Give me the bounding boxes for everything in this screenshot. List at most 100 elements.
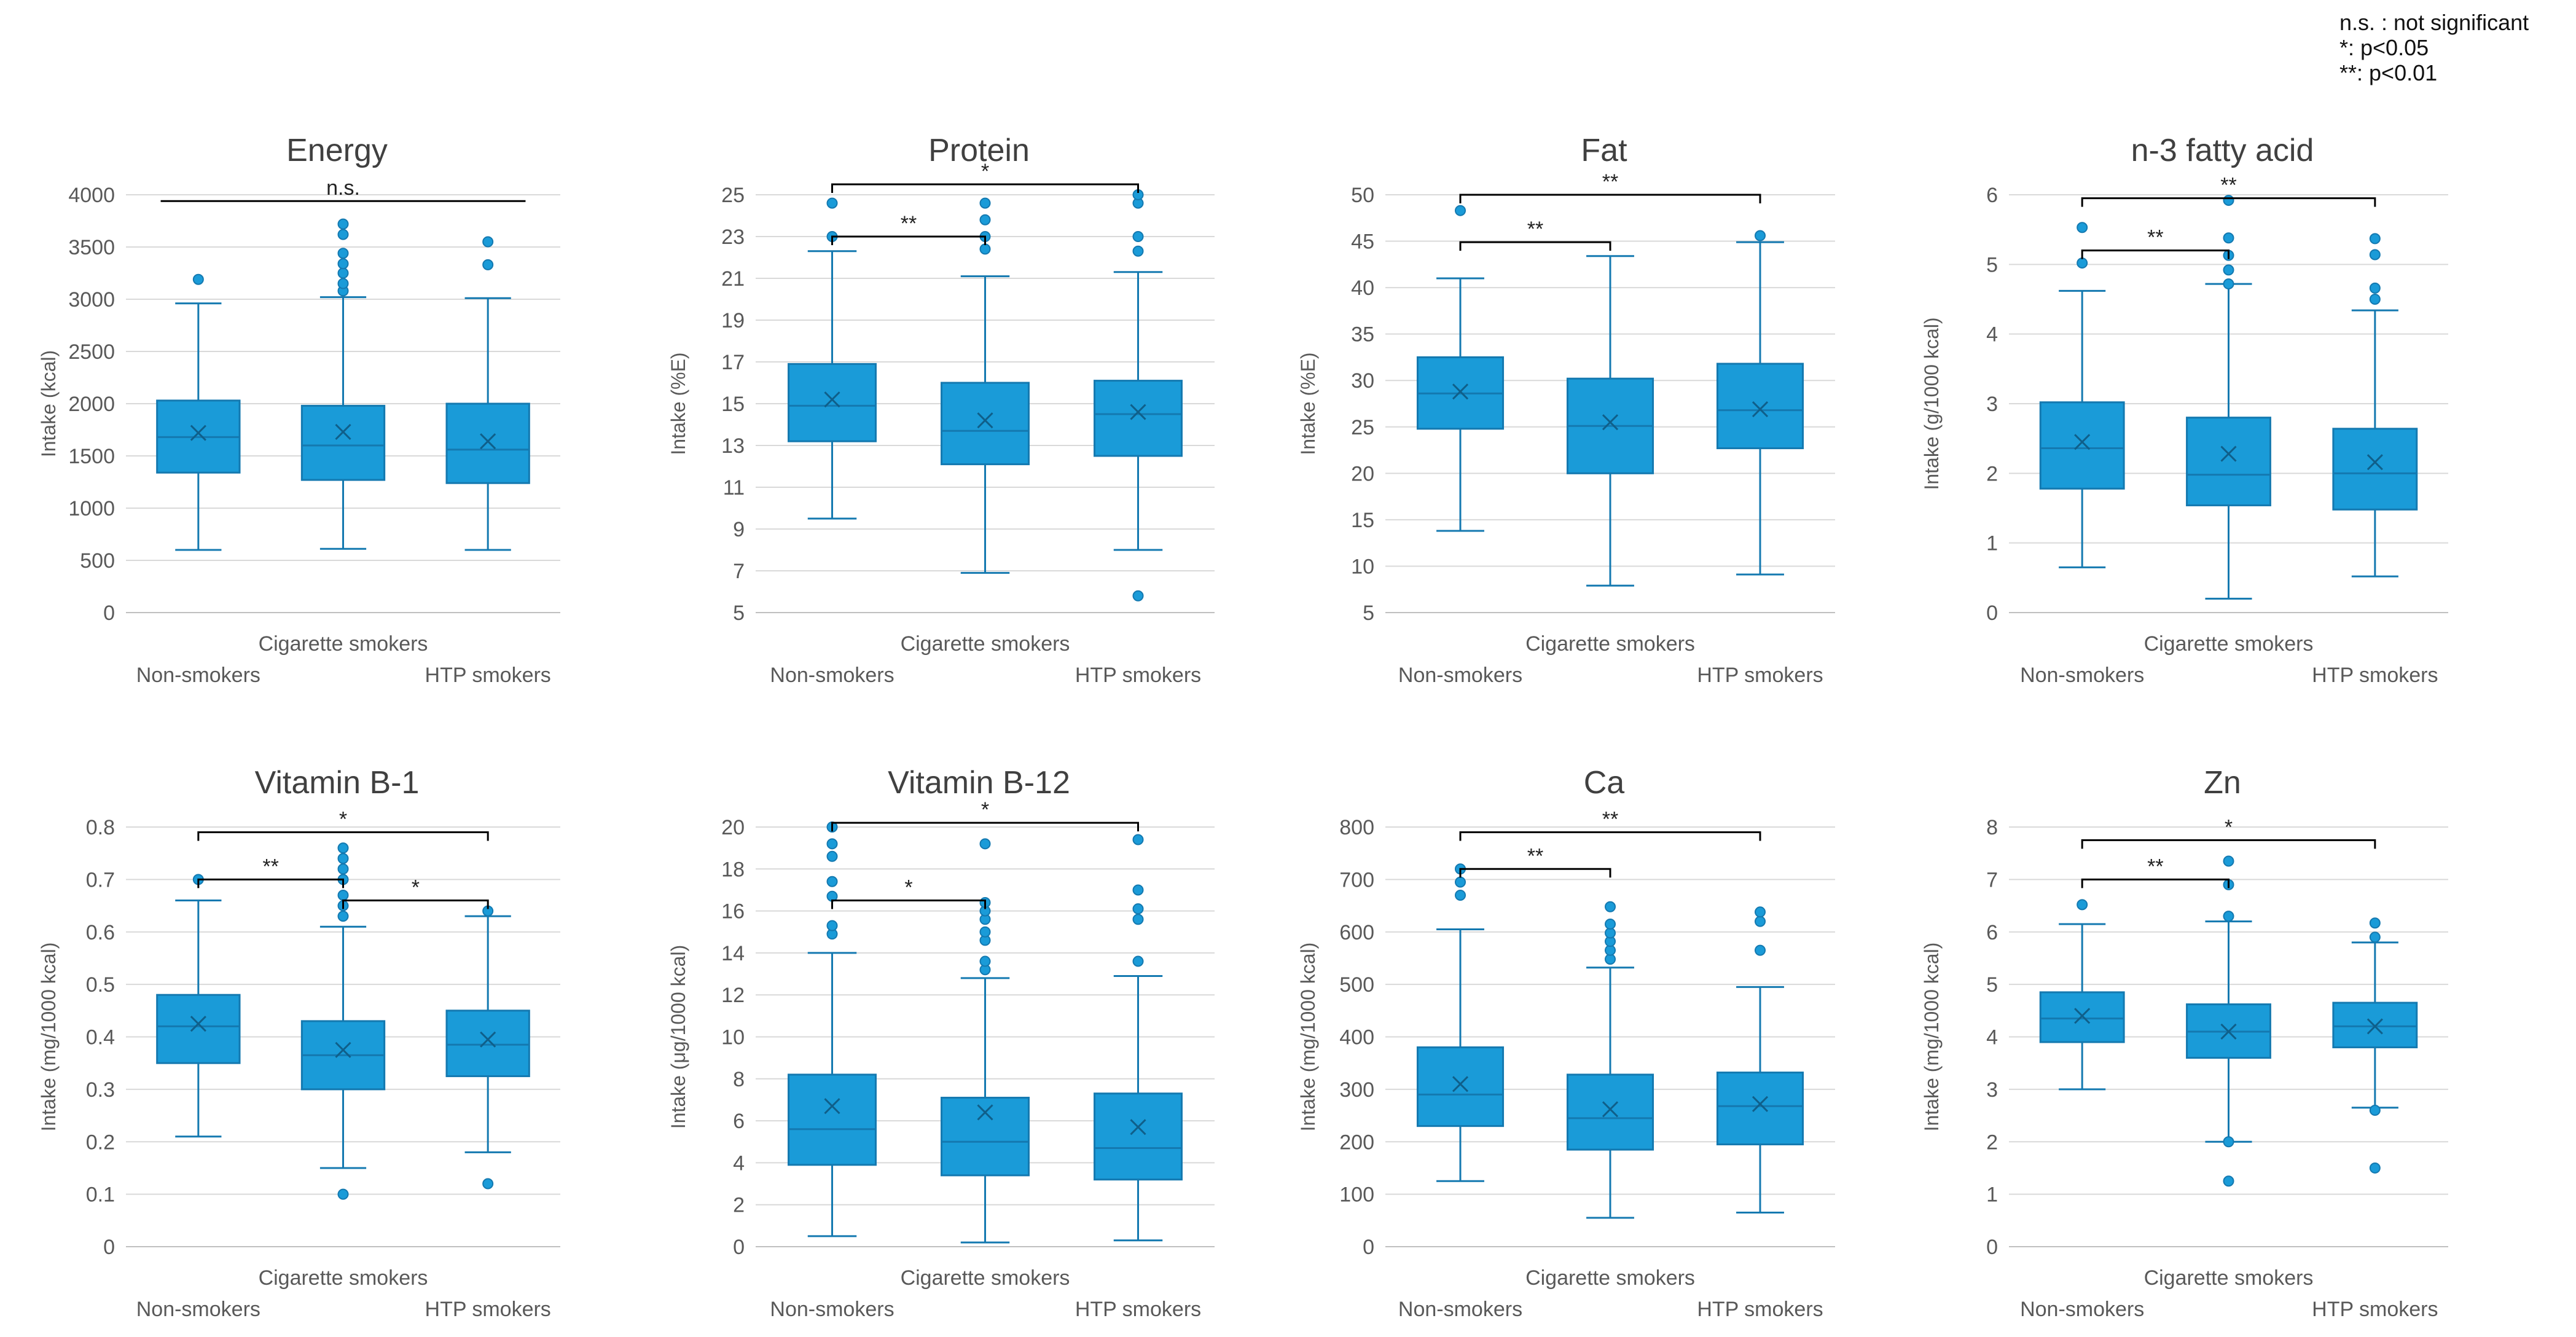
- outlier-point: [1755, 906, 1766, 918]
- x-category-label: Non-smokers: [1398, 1298, 1522, 1321]
- mean-marker: [2220, 445, 2237, 462]
- y-tick-label: 1000: [68, 497, 115, 520]
- y-tick-label: 0: [1363, 1236, 1374, 1259]
- significance-bracket: [2081, 249, 2230, 259]
- y-tick-label: 20: [1351, 462, 1374, 485]
- chart-panel-0: 0 500 1000 1500 2000 2500 3000 3500 4000 Energy In…: [37, 133, 560, 687]
- y-axis-label: Intake (%E): [667, 352, 689, 455]
- chart-title: Vitamin B-12: [888, 765, 1070, 801]
- mean-marker: [335, 423, 351, 440]
- chart-title: Protein: [928, 133, 1030, 168]
- outlier-point: [2223, 232, 2234, 244]
- y-tick-label: 0.3: [86, 1078, 115, 1102]
- x-category-label: HTP smokers: [2312, 1298, 2438, 1321]
- significance-label: **: [2220, 174, 2236, 197]
- box-iqr: [2332, 1002, 2418, 1049]
- mean-marker: [1130, 1119, 1146, 1135]
- significance-label: **: [1602, 170, 1618, 194]
- x-category-label: Cigarette smokers: [901, 632, 1070, 656]
- y-tick-label: 25: [721, 184, 745, 207]
- x-category-label: Non-smokers: [136, 664, 260, 687]
- box-iqr: [445, 1010, 530, 1078]
- box-iqr: [1094, 1092, 1183, 1181]
- mean-marker: [480, 433, 496, 450]
- y-tick-label: 7: [1986, 868, 1998, 892]
- significance-bracket: [2081, 839, 2376, 849]
- x-category-label: HTP smokers: [1697, 1298, 1823, 1321]
- significance-label: *: [981, 798, 989, 821]
- significance-bracket: [1459, 194, 1761, 203]
- y-tick-label: 0.5: [86, 973, 115, 997]
- outlier-point: [482, 1178, 494, 1190]
- outlier-point: [2223, 1175, 2234, 1187]
- significance-label: *: [904, 876, 912, 900]
- outlier-point: [2077, 257, 2088, 269]
- y-tick-label: 5: [1986, 973, 1998, 997]
- y-tick-label: 15: [721, 393, 745, 416]
- y-tick-label: 6: [1986, 184, 1998, 207]
- mean-marker: [1452, 1076, 1469, 1092]
- mean-marker: [190, 425, 206, 441]
- outlier-point: [192, 273, 204, 285]
- x-category-label: Cigarette smokers: [2144, 632, 2314, 656]
- chart-title: Energy: [286, 133, 388, 168]
- outlier-point: [337, 863, 349, 875]
- outlier-point: [337, 853, 349, 865]
- x-category-label: HTP smokers: [1697, 664, 1823, 687]
- y-tick-label: 2: [733, 1194, 745, 1217]
- mean-marker: [824, 1098, 840, 1115]
- y-tick-label: 10: [1351, 555, 1374, 578]
- box-iqr: [941, 1097, 1030, 1177]
- chart-title: Ca: [1584, 765, 1625, 801]
- outlier-point: [1605, 901, 1616, 912]
- outlier-point: [1132, 231, 1144, 242]
- outlier-point: [826, 850, 838, 862]
- outlier-point: [1455, 205, 1466, 216]
- outlier-point: [337, 267, 349, 279]
- mean-marker: [1130, 404, 1146, 420]
- mean-marker: [1752, 1096, 1769, 1112]
- mean-marker: [1452, 383, 1469, 400]
- significance-bracket: [1459, 241, 1611, 251]
- significance-bracket: [1459, 868, 1611, 878]
- y-tick-label: 1: [1986, 532, 1998, 555]
- outlier-point: [2077, 899, 2088, 911]
- y-tick-label: 35: [1351, 323, 1374, 347]
- legend-ns: n.s. : not significant: [2339, 10, 2529, 35]
- outlier-point: [337, 1188, 349, 1200]
- outlier-point: [1455, 889, 1466, 901]
- y-tick-label: 14: [721, 942, 745, 965]
- outlier-point: [2369, 294, 2381, 305]
- y-axis-label: Intake (μg/1000 kcal): [667, 945, 689, 1129]
- y-tick-label: 0.6: [86, 921, 115, 944]
- box-iqr: [2332, 428, 2418, 511]
- mean-marker: [1602, 414, 1619, 431]
- outlier-point: [2369, 249, 2381, 261]
- outlier-point: [337, 911, 349, 922]
- significance-label: **: [2147, 226, 2163, 249]
- outlier-point: [2369, 1162, 2381, 1174]
- x-category-label: Cigarette smokers: [1525, 1266, 1695, 1290]
- box-iqr: [788, 363, 877, 442]
- chart-panel-3: 0 1 2 3 4 5 6 n-3 fatty acid Intake (g/1000 kcal…: [1920, 133, 2448, 687]
- outlier-point: [2369, 233, 2381, 245]
- y-tick-label: 0: [103, 1236, 115, 1259]
- x-category-label: HTP smokers: [2312, 664, 2438, 687]
- outlier-point: [482, 236, 494, 248]
- y-tick-label: 0.7: [86, 868, 115, 892]
- mean-marker: [2367, 454, 2383, 471]
- box-iqr: [2039, 991, 2125, 1043]
- outlier-point: [826, 920, 838, 931]
- outlier-point: [2369, 917, 2381, 929]
- y-axis-label: Intake (mg/1000 kcal): [37, 943, 60, 1132]
- significance-label: *: [412, 876, 420, 900]
- outlier-point: [1132, 834, 1144, 845]
- y-tick-label: 23: [721, 225, 745, 249]
- significance-label: **: [2147, 855, 2163, 878]
- y-tick-label: 5: [1986, 253, 1998, 276]
- chart-panel-2: 5 10 15 20 25 30 35 40 45 50 Fat Intake (%E) Cigaret…: [1297, 133, 1835, 687]
- x-category-label: Cigarette smokers: [2144, 1266, 2314, 1290]
- significance-label: **: [901, 212, 917, 235]
